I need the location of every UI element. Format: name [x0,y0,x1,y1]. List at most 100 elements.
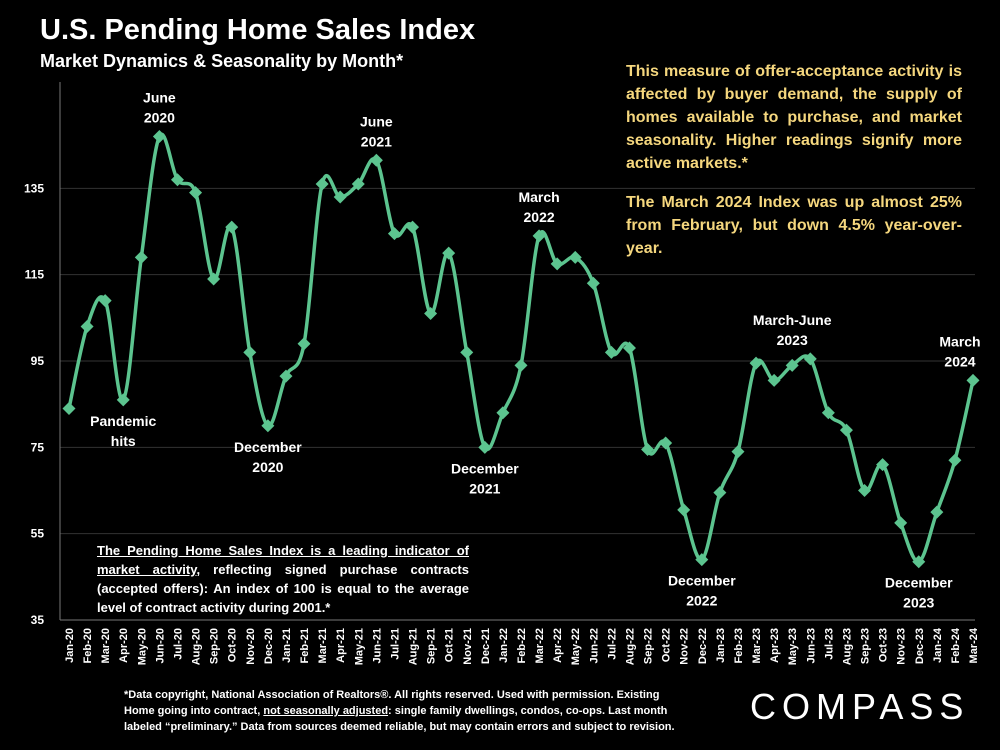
data-point [406,220,420,234]
x-tick-label: Jul-20 [172,628,184,660]
data-point [496,406,510,420]
data-point [189,186,203,200]
x-tick-label: Oct-21 [444,628,456,662]
annotation-line: December [451,460,519,476]
data-point [460,345,474,359]
x-tick-label: Jun-23 [805,628,817,663]
x-tick-label: Jun-21 [371,628,383,663]
x-tick-label: Feb-21 [299,628,311,663]
x-tick-label: Nov-23 [896,628,908,665]
x-tick-label: Feb-24 [950,627,962,663]
annotation-label: March-June 2023 [753,312,832,348]
x-tick-label: Aug-21 [408,628,420,665]
x-tick-label: Jul-21 [389,628,401,660]
data-point [478,440,492,454]
x-tick-label: Feb-20 [82,628,94,663]
x-tick-label: Sep-23 [860,628,872,664]
x-tick-label: Mar-21 [317,628,329,663]
data-point [641,442,655,456]
annotation-line: March [939,333,980,349]
x-tick-label: Jan-22 [498,628,510,663]
data-point [152,130,166,144]
footnote-part2: : single family dwellings, condos, co-op… [124,705,675,733]
x-tick-label: Apr-20 [118,628,130,663]
data-point [387,227,401,241]
data-point [315,177,329,191]
x-tick-label: Apr-23 [769,628,781,663]
x-tick-label: Mar-24 [968,627,980,663]
x-tick-label: Jul-23 [823,628,835,660]
annotation-label: March 2022 [518,189,559,225]
x-tick-label: Dec-23 [914,628,926,664]
data-point [243,345,257,359]
x-tick-label: May-21 [353,628,365,665]
data-point [62,401,76,415]
x-tick-label: Sep-22 [643,628,655,664]
x-tick-label: Nov-21 [462,628,474,665]
data-point [731,445,745,459]
annotation-label: December 2023 [885,575,953,611]
note-paragraph-1: This measure of offer-acceptance activit… [626,63,962,172]
data-point [514,358,528,372]
data-point [279,369,293,383]
annotation-label: December 2021 [451,460,519,496]
annotation-line: 2020 [252,459,283,475]
data-point [713,486,727,500]
data-point [821,406,835,420]
data-point [225,220,239,234]
data-point [261,419,275,433]
x-tick-label: Mar-23 [751,628,763,663]
y-tick-label: 35 [31,613,45,627]
data-point [930,505,944,519]
x-tick-label: Jan-20 [64,628,76,663]
data-point [767,373,781,387]
data-point [912,555,926,569]
x-tick-label: Aug-22 [624,628,636,665]
compass-logo: COMPASS [750,686,970,727]
annotation-line: Pandemic [90,413,156,429]
annotation-label: March 2024 [939,333,980,369]
data-point [351,177,365,191]
annotation-label: December 2022 [668,573,736,609]
x-tick-label: Mar-20 [100,628,112,663]
data-point [677,503,691,517]
definition-rest: , reflecting signed purchase contracts (… [97,562,469,615]
data-point [622,341,636,355]
data-point [134,250,148,264]
annotation-line: 2022 [524,209,555,225]
annotation-line: December [885,575,953,591]
x-tick-label: Dec-20 [263,628,275,664]
data-point [966,373,980,387]
x-tick-label: Sep-20 [209,628,221,664]
data-point [297,337,311,351]
data-point [442,246,456,260]
annotation-line: 2021 [361,133,392,149]
x-tick-label: Oct-22 [661,628,673,662]
data-point [116,393,130,407]
data-point [604,345,618,359]
data-point [839,423,853,437]
x-tick-label: Dec-22 [697,628,709,664]
x-tick-label: Aug-20 [191,628,203,665]
data-point [568,250,582,264]
x-tick-label: Jan-23 [715,628,727,663]
note-paragraph-2: The March 2024 Index was up almost 25% f… [626,194,962,257]
footnote-underlined: not seasonally adjusted [263,705,389,717]
data-point [424,307,438,321]
x-tick-label: May-23 [787,628,799,665]
x-tick-label: Jan-21 [281,628,293,663]
x-tick-label: Nov-20 [245,628,257,665]
y-tick-label: 55 [31,527,45,541]
x-tick-label: Oct-23 [878,628,890,662]
data-point [894,516,908,530]
x-tick-label: Feb-22 [516,628,528,663]
x-tick-label: Dec-21 [480,628,492,664]
data-point [586,276,600,290]
data-point [858,484,872,497]
data-point [785,358,799,372]
x-tick-label: Oct-20 [227,628,239,662]
x-tick-label: Jun-20 [154,628,166,663]
data-point [749,356,763,370]
annotation-line: December [234,439,302,455]
